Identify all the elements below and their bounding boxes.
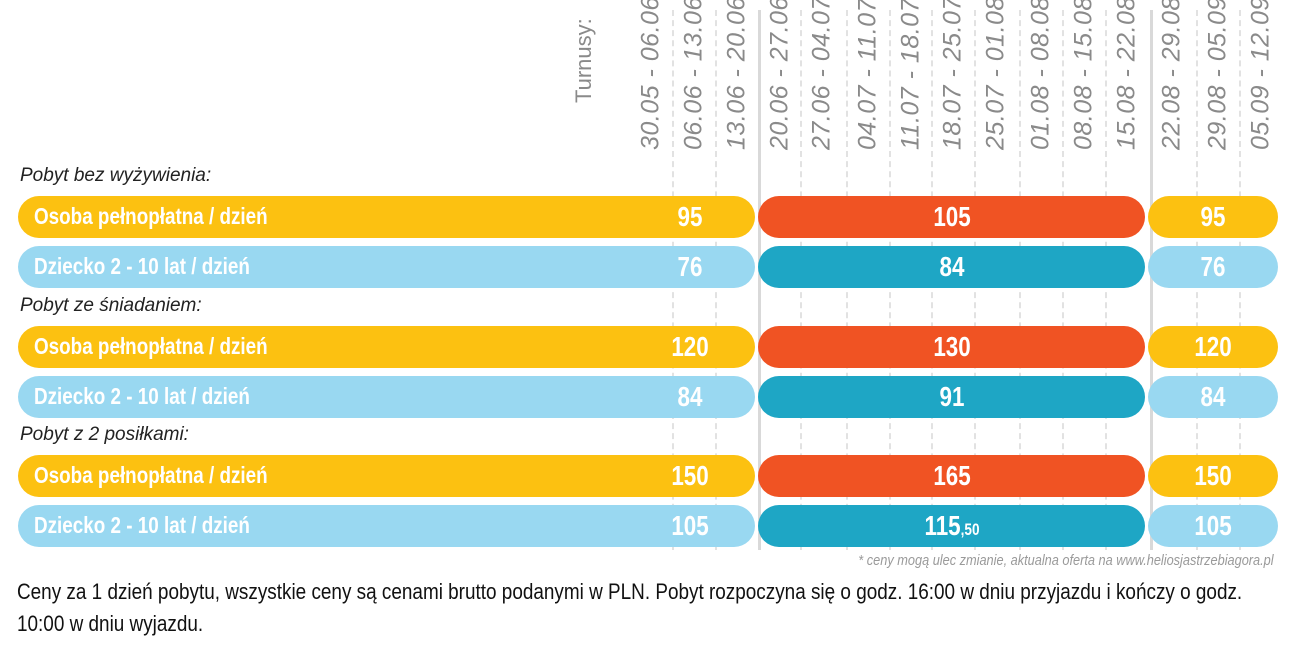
price-main: 150 <box>1194 460 1232 491</box>
period-header: 08.08 - 15.08 <box>1062 0 1105 179</box>
price-main: 150 <box>671 460 709 491</box>
section-title: Pobyt bez wyżywienia: <box>20 165 212 186</box>
price-value: 115,50 <box>912 510 992 542</box>
period-label: 13.06 - 20.06 <box>722 0 750 150</box>
adult-price-bar-low: Osoba pełnopłatna / dzień 120 <box>18 326 755 368</box>
period-label: 25.07 - 01.08 <box>981 0 1009 150</box>
row-label: Dziecko 2 - 10 lat / dzień <box>34 512 250 538</box>
price-main: 105 <box>671 510 709 541</box>
period-header: 05.09 - 12.09 <box>1239 0 1282 179</box>
period-header: 27.06 - 04.07 <box>800 0 843 179</box>
column-divider <box>758 10 761 550</box>
child-price-bar-high: 115,50 <box>758 505 1145 547</box>
price-value: 165 <box>912 460 992 492</box>
period-label: 05.09 - 12.09 <box>1246 0 1274 150</box>
row-label: Dziecko 2 - 10 lat / dzień <box>34 253 250 279</box>
price-value: 76 <box>1173 251 1253 283</box>
price-value: 95 <box>1173 201 1253 233</box>
period-header: 11.07 - 18.07 <box>889 0 932 179</box>
adult-price-bar-low: Osoba pełnopłatna / dzień 95 <box>18 196 755 238</box>
row-label: Osoba pełnopłatna / dzień <box>34 462 268 488</box>
period-header: 15.08 - 22.08 <box>1105 0 1148 179</box>
price-main: 105 <box>1194 510 1232 541</box>
row-label: Osoba pełnopłatna / dzień <box>34 203 268 229</box>
section-title: Pobyt ze śniadaniem: <box>20 295 202 316</box>
period-label: 18.07 - 25.07 <box>938 0 966 150</box>
price-change-note: * ceny mogą ulec zmianie, aktualna ofert… <box>858 552 1274 569</box>
period-header: 30.05 - 06.06 <box>629 0 672 179</box>
child-price-bar-low: Dziecko 2 - 10 lat / dzień 76 <box>18 246 755 288</box>
period-label: 08.08 - 15.08 <box>1069 0 1097 150</box>
footer-text: Ceny za 1 dzień pobytu, wszystkie ceny s… <box>17 579 1243 636</box>
period-header: 20.06 - 27.06 <box>758 0 801 179</box>
child-price-bar-late: 76 <box>1148 246 1278 288</box>
periods-header-label: Turnusy: <box>571 18 596 103</box>
price-value: 105 <box>1173 510 1253 542</box>
period-label: 01.08 - 08.08 <box>1026 0 1054 150</box>
period-label: 30.05 - 06.06 <box>636 0 664 150</box>
period-header: 29.08 - 05.09 <box>1196 0 1239 179</box>
child-price-bar-high: 91 <box>758 376 1145 418</box>
price-main: 95 <box>1200 201 1226 232</box>
period-label: 27.06 - 04.07 <box>807 0 835 150</box>
price-value: 150 <box>650 460 730 492</box>
price-value: 84 <box>1173 381 1253 413</box>
period-header: 01.08 - 08.08 <box>1019 0 1062 179</box>
price-value: 84 <box>912 251 992 283</box>
period-label: 11.07 - 18.07 <box>896 0 924 150</box>
price-value: 105 <box>912 201 992 233</box>
period-header: 25.07 - 01.08 <box>974 0 1017 179</box>
adult-price-bar-late: 120 <box>1148 326 1278 368</box>
price-main: 84 <box>677 381 703 412</box>
adult-price-bar-late: 95 <box>1148 196 1278 238</box>
period-label: 15.08 - 22.08 <box>1112 0 1140 150</box>
period-header: 13.06 - 20.06 <box>715 0 758 179</box>
period-label: 29.08 - 05.09 <box>1203 0 1231 150</box>
price-value: 76 <box>650 251 730 283</box>
price-value: 150 <box>1173 460 1253 492</box>
price-main: 115 <box>924 510 961 541</box>
period-header: 22.08 - 29.08 <box>1150 0 1193 179</box>
child-price-bar-low: Dziecko 2 - 10 lat / dzień 105 <box>18 505 755 547</box>
period-label: 22.08 - 29.08 <box>1157 0 1185 150</box>
child-price-bar-high: 84 <box>758 246 1145 288</box>
period-header: 06.06 - 13.06 <box>672 0 715 179</box>
period-header: 04.07 - 11.07 <box>846 0 889 179</box>
price-value: 105 <box>650 510 730 542</box>
price-value: 84 <box>650 381 730 413</box>
price-main: 84 <box>939 251 965 282</box>
price-main: 76 <box>677 251 703 282</box>
row-label: Dziecko 2 - 10 lat / dzień <box>34 383 250 409</box>
price-value: 120 <box>1173 331 1253 363</box>
child-price-bar-late: 84 <box>1148 376 1278 418</box>
price-main: 130 <box>933 331 971 362</box>
period-label: 06.06 - 13.06 <box>679 0 707 150</box>
period-header: 18.07 - 25.07 <box>931 0 974 179</box>
price-main: 76 <box>1200 251 1226 282</box>
price-value: 130 <box>912 331 992 363</box>
column-divider <box>1150 10 1153 550</box>
adult-price-bar-high: 105 <box>758 196 1145 238</box>
price-main: 105 <box>933 201 971 232</box>
adult-price-bar-high: 165 <box>758 455 1145 497</box>
price-main: 120 <box>671 331 709 362</box>
price-main: 95 <box>677 201 703 232</box>
row-label: Osoba pełnopłatna / dzień <box>34 333 268 359</box>
price-value: 120 <box>650 331 730 363</box>
price-main: 120 <box>1194 331 1232 362</box>
price-decimal: ,50 <box>960 520 980 539</box>
adult-price-bar-low: Osoba pełnopłatna / dzień 150 <box>18 455 755 497</box>
child-price-bar-late: 105 <box>1148 505 1278 547</box>
price-main: 84 <box>1200 381 1226 412</box>
price-main: 91 <box>939 381 965 412</box>
child-price-bar-low: Dziecko 2 - 10 lat / dzień 84 <box>18 376 755 418</box>
price-value: 91 <box>912 381 992 413</box>
period-label: 20.06 - 27.06 <box>765 0 793 150</box>
adult-price-bar-high: 130 <box>758 326 1145 368</box>
price-value: 95 <box>650 201 730 233</box>
period-label: 04.07 - 11.07 <box>853 0 881 150</box>
price-main: 165 <box>933 460 971 491</box>
section-title: Pobyt z 2 posiłkami: <box>20 424 189 445</box>
adult-price-bar-late: 150 <box>1148 455 1278 497</box>
